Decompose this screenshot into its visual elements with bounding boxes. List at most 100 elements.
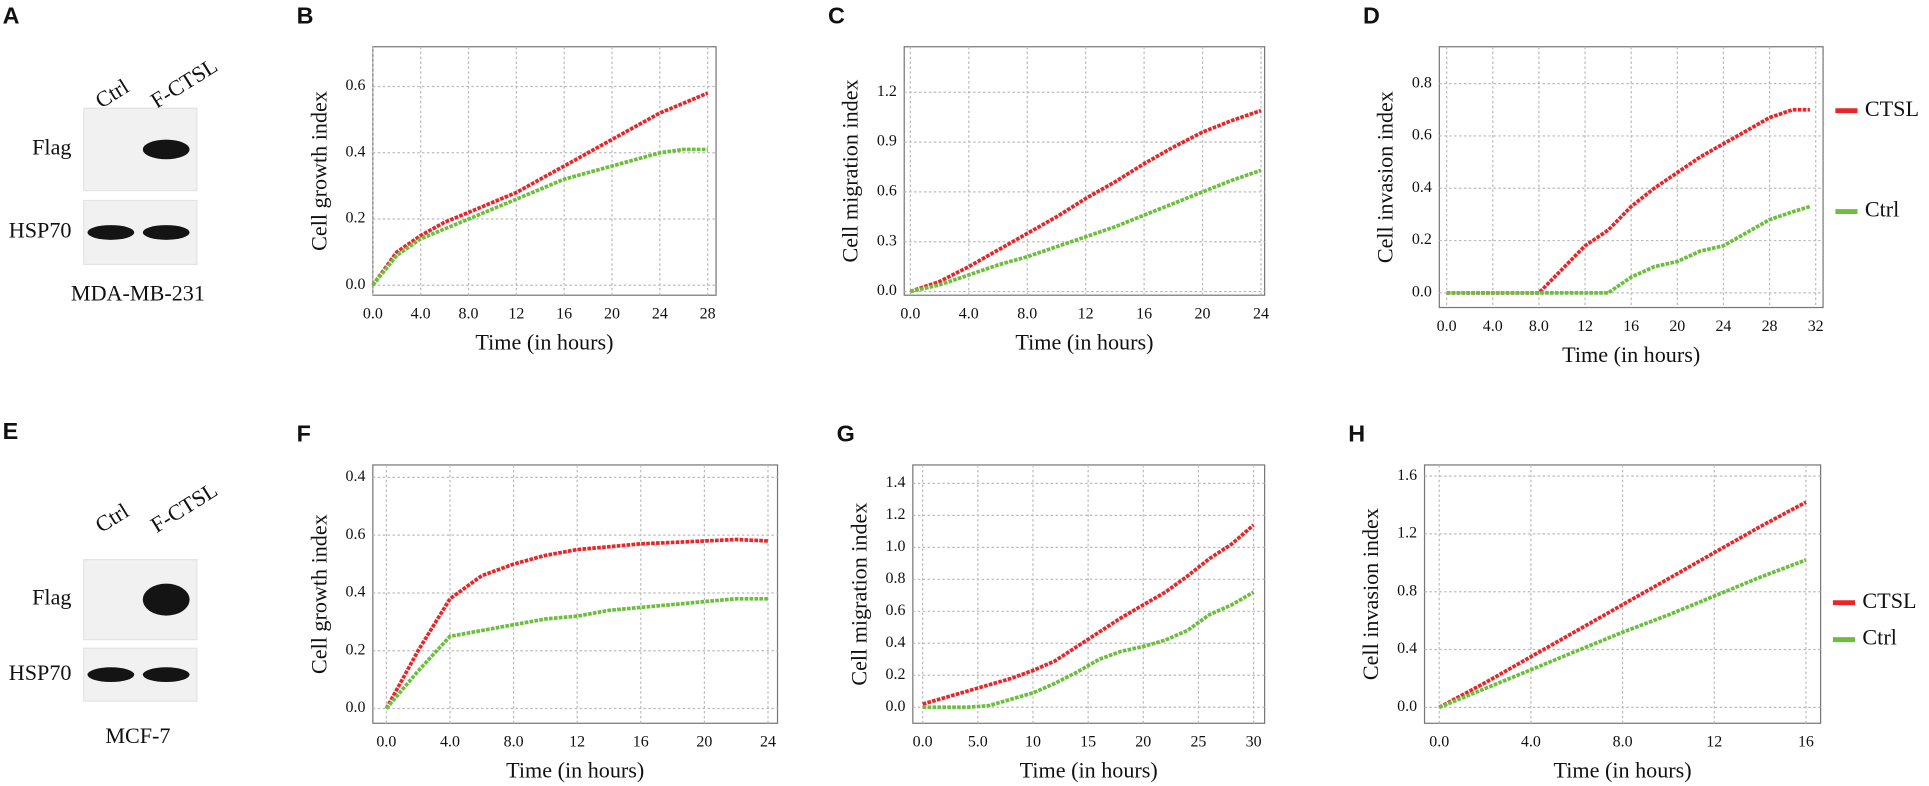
series-line: [922, 523, 1255, 706]
legend-label: Ctrl: [1865, 197, 1899, 222]
y-tick-label: 0.6: [345, 526, 365, 543]
y-tick-label: 0.0: [1397, 698, 1417, 715]
series-line: [371, 91, 709, 287]
x-tick-label: 4.0: [1521, 734, 1541, 751]
series-line: [1438, 558, 1807, 710]
y-tick-label: 0.6: [877, 183, 897, 200]
series-line: [922, 590, 1255, 710]
y-tick-label: 0.4: [885, 634, 905, 651]
x-tick-label: 16: [556, 306, 572, 323]
y-tick-label: 0.0: [345, 699, 365, 716]
y-tick-label: 1.2: [885, 506, 905, 523]
y-tick-label: 0.3: [877, 232, 897, 249]
legend-label: CTSL: [1865, 96, 1919, 121]
x-tick-label: 12: [1577, 318, 1593, 335]
y-axis-label: Cell invasion index: [1358, 508, 1383, 680]
panel-letter: F: [297, 421, 311, 447]
lane-label: Ctrl: [91, 74, 133, 113]
blot-band: [87, 225, 135, 240]
x-tick-label: 20: [604, 306, 620, 323]
row-label: Flag: [32, 135, 71, 160]
x-tick-label: 32: [1808, 318, 1824, 335]
x-tick-label: 8.0: [1017, 306, 1037, 323]
y-tick-label: 0.8: [885, 570, 905, 587]
x-tick-label: 15: [1080, 734, 1096, 751]
y-tick-label: 0.2: [345, 641, 365, 658]
x-tick-label: 16: [1136, 306, 1152, 323]
x-tick-label: 8.0: [1613, 734, 1633, 751]
x-tick-label: 4.0: [440, 734, 460, 751]
x-tick-label: 0.0: [1429, 734, 1449, 751]
x-tick-label: 16: [1798, 734, 1814, 751]
panel-letter: A: [3, 2, 20, 28]
blot-band: [87, 667, 135, 683]
x-tick-label: 16: [633, 734, 649, 751]
y-tick-label: 0.4: [1397, 640, 1417, 657]
y-tick-label: 1.4: [885, 474, 905, 491]
x-tick-label: 4.0: [1483, 318, 1503, 335]
y-tick-label: 0.4: [345, 468, 365, 485]
x-tick-label: 16: [1623, 318, 1639, 335]
panel-letter: C: [828, 2, 845, 28]
x-tick-label: 8.0: [504, 734, 524, 751]
x-axis-label: Time (in hours): [1562, 342, 1700, 367]
y-tick-label: 0.2: [1412, 231, 1432, 248]
y-tick-label: 0.2: [345, 210, 365, 227]
x-tick-label: 12: [1706, 734, 1722, 751]
x-axis-label: Time (in hours): [1020, 758, 1158, 783]
lane-label: Ctrl: [91, 498, 133, 537]
x-tick-label: 5.0: [968, 734, 988, 751]
plot-frame: [372, 46, 717, 296]
y-tick-label: 0.0: [345, 276, 365, 293]
lane-label: F-CTSL: [146, 477, 222, 537]
x-tick-label: 0.0: [376, 734, 396, 751]
x-tick-label: 20: [1195, 306, 1211, 323]
y-tick-label: 0.8: [1412, 74, 1432, 91]
series-line: [1446, 204, 1811, 295]
y-tick-label: 0.6: [345, 77, 365, 94]
x-axis-label: Time (in hours): [1554, 758, 1692, 783]
y-tick-label: 0.0: [1412, 284, 1432, 301]
row-label: HSP70: [9, 660, 72, 685]
x-tick-label: 20: [1669, 318, 1685, 335]
x-axis-label: Time (in hours): [506, 758, 644, 783]
y-tick-label: 0.2: [885, 666, 905, 683]
x-tick-label: 12: [508, 306, 524, 323]
y-tick-label: 1.6: [1397, 467, 1417, 484]
y-axis-label: Cell invasion index: [1373, 91, 1398, 263]
x-axis-label: Time (in hours): [475, 329, 613, 354]
panel-letter: E: [3, 418, 19, 444]
x-tick-label: 28: [700, 306, 716, 323]
y-tick-label: 0.9: [877, 133, 897, 150]
x-tick-label: 24: [652, 306, 668, 323]
cell-line: MCF-7: [105, 723, 170, 748]
x-tick-label: 12: [1078, 306, 1094, 323]
x-tick-label: 24: [760, 734, 776, 751]
x-tick-label: 12: [569, 734, 585, 751]
x-tick-label: 4.0: [959, 306, 979, 323]
x-tick-label: 25: [1190, 734, 1206, 751]
x-tick-label: 30: [1246, 734, 1262, 751]
y-tick-label: 1.2: [1397, 525, 1417, 542]
panel-letter: G: [837, 421, 855, 447]
y-axis-label: Cell migration index: [846, 503, 871, 686]
y-tick-label: 0.4: [1412, 179, 1432, 196]
blot-band: [142, 667, 190, 683]
x-tick-label: 24: [1715, 318, 1731, 335]
x-tick-label: 28: [1762, 318, 1778, 335]
y-tick-label: 0.6: [1412, 127, 1432, 144]
y-tick-label: 0.6: [885, 602, 905, 619]
panel-letter: H: [1348, 421, 1365, 447]
series-line: [371, 147, 708, 287]
plot-frame: [372, 464, 779, 724]
series-line: [909, 108, 1262, 294]
y-axis-label: Cell migration index: [838, 79, 863, 262]
y-tick-label: 0.4: [345, 143, 365, 160]
x-tick-label: 8.0: [459, 306, 479, 323]
series-line: [909, 168, 1262, 294]
y-tick-label: 0.0: [877, 282, 897, 299]
row-label: Flag: [32, 585, 71, 610]
cell-line: MDA-MB-231: [71, 280, 205, 305]
series-line: [1438, 500, 1807, 710]
